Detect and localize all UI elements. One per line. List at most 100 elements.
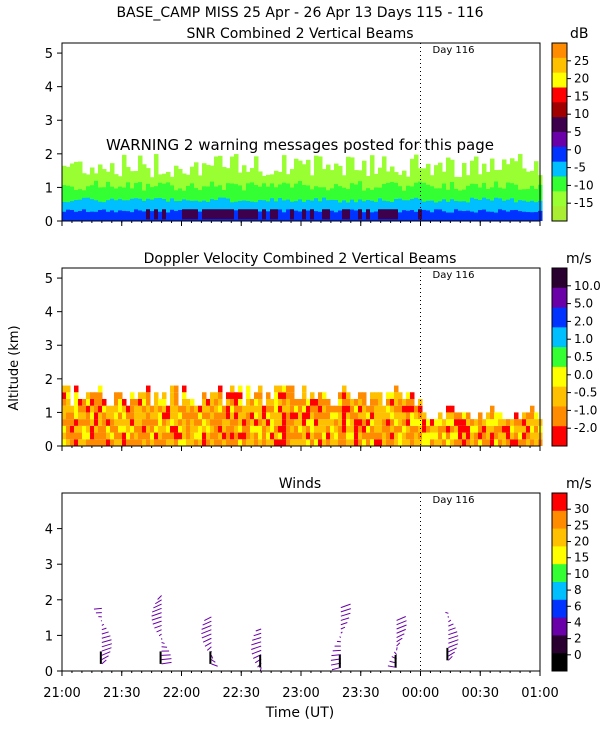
doppler-cell [94,399,99,406]
wind-barb [94,608,102,609]
doppler-cell [370,426,375,433]
doppler-cell [526,419,531,426]
doppler-cell [266,412,271,419]
doppler-cell [398,419,403,426]
doppler-cell [166,439,171,446]
doppler-cell [194,419,199,426]
doppler-cell [122,399,127,406]
doppler-cell [78,426,83,433]
colorbar-swatch [552,600,567,618]
doppler-cell [446,433,451,440]
wind-barb [448,624,453,626]
colorbar-swatch [552,635,567,653]
snr-band-max [386,209,391,219]
doppler-cell [366,426,371,433]
doppler-cell [282,426,287,433]
doppler-cell [402,433,407,440]
doppler-cell [178,412,183,419]
doppler-cell [98,406,103,413]
doppler-cell [238,433,243,440]
snr-band-core [78,211,83,221]
colorbar-swatch [552,132,567,147]
doppler-cell [302,406,307,413]
doppler-cell [326,419,331,426]
doppler-cell [86,426,91,433]
doppler-cell [106,419,111,426]
doppler-cell [114,433,119,440]
doppler-cell [374,419,379,426]
doppler-cell [218,439,223,446]
doppler-cell [154,433,159,440]
doppler-cell [242,419,247,426]
doppler-cell [330,412,335,419]
doppler-cell [370,433,375,440]
doppler-cell [318,412,323,419]
snr-band-max [202,209,207,219]
doppler-cell [398,439,403,446]
wind-barb [397,625,407,629]
colorbar-label: -5 [574,161,586,175]
doppler-cell [450,412,455,419]
doppler-cell [230,399,235,406]
wind-barb [332,667,341,669]
doppler-cell [266,406,271,413]
doppler-cell [270,412,275,419]
colorbar-label: -1.0 [574,403,597,417]
doppler-cell [382,433,387,440]
doppler-cell [302,419,307,426]
doppler-cell [158,406,163,413]
doppler-cell [178,419,183,426]
doppler-cell [286,406,291,413]
doppler-cell [70,439,75,446]
doppler-cell [438,426,443,433]
doppler-cell [146,392,151,399]
colorbar-swatch [552,347,567,367]
doppler-cell [294,412,299,419]
doppler-cell [530,406,535,413]
doppler-cell [310,392,315,399]
doppler-cell [162,426,167,433]
doppler-cell [182,426,187,433]
doppler-cell [170,426,175,433]
x-tick-label: 00:00 [402,686,439,701]
doppler-cell [470,433,475,440]
doppler-cell [522,412,527,419]
doppler-cell [82,412,87,419]
doppler-cell [206,433,211,440]
doppler-cell [174,392,179,399]
snr-band-core [398,212,403,221]
doppler-cell [526,426,531,433]
colorbar-swatch [552,426,567,446]
doppler-cell [230,439,235,446]
y-tick-label: 2 [45,594,53,609]
wind-barb [205,643,211,647]
doppler-cell [182,412,187,419]
doppler-cell [250,412,255,419]
wind-barb [102,632,109,634]
doppler-cell [302,433,307,440]
doppler-cell [430,426,435,433]
wind-base-marker [100,651,102,663]
doppler-cell [226,439,231,446]
doppler-cell [494,426,499,433]
doppler-cell [294,433,299,440]
doppler-cell [298,433,303,440]
doppler-cell [258,386,263,393]
doppler-cell [318,392,323,399]
doppler-cell [474,426,479,433]
snr-band-core [526,212,531,221]
doppler-cell [110,426,115,433]
doppler-cell [198,433,203,440]
doppler-cell [426,433,431,440]
doppler-cell [134,426,139,433]
doppler-cell [390,412,395,419]
doppler-cell [326,412,331,419]
doppler-cell [190,433,195,440]
doppler-cell [118,419,123,426]
doppler-cell [298,412,303,419]
doppler-cell [374,439,379,446]
doppler-cell [394,419,399,426]
doppler-cell [402,412,407,419]
doppler-cell [222,406,227,413]
